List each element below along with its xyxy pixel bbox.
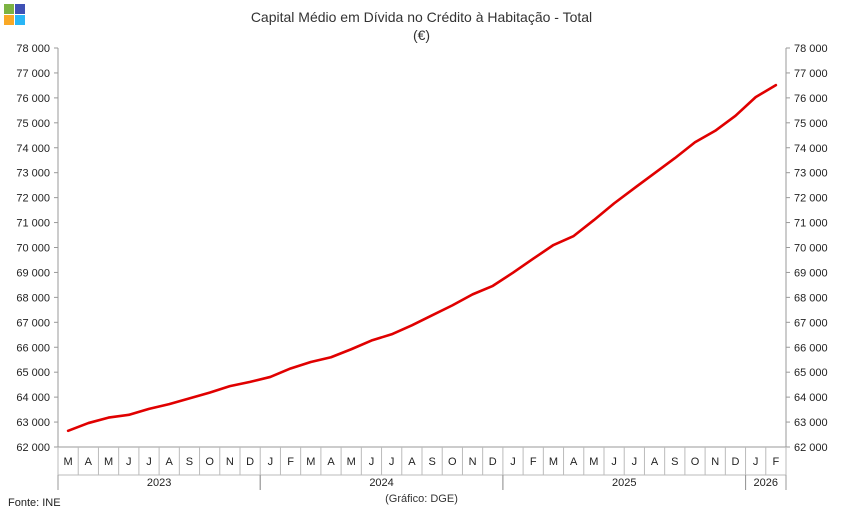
- month-label: M: [549, 456, 558, 468]
- year-label: 2026: [754, 477, 778, 489]
- month-label: F: [773, 456, 780, 468]
- month-label: S: [186, 456, 193, 468]
- month-label: J: [268, 456, 274, 468]
- month-label: A: [570, 456, 578, 468]
- y-tick-label-right: 73 000: [794, 168, 828, 180]
- month-label: A: [408, 456, 416, 468]
- y-tick-label-right: 62 000: [794, 442, 828, 454]
- y-tick-label-left: 75 000: [16, 118, 50, 130]
- chart-title: Capital Médio em Dívida no Crédito à Hab…: [250, 9, 593, 25]
- month-label: M: [306, 456, 315, 468]
- y-tick-label-left: 66 000: [16, 342, 50, 354]
- y-tick-label-left: 69 000: [16, 267, 50, 279]
- month-label: A: [85, 456, 93, 468]
- y-tick-label-left: 63 000: [16, 417, 50, 429]
- month-label: D: [246, 456, 254, 468]
- month-label: N: [226, 456, 234, 468]
- y-tick-label-right: 77 000: [794, 68, 828, 80]
- y-tick-label-right: 74 000: [794, 143, 828, 155]
- y-tick-label-right: 72 000: [794, 193, 828, 205]
- month-label: F: [530, 456, 537, 468]
- source-label: Fonte: INE: [8, 497, 61, 509]
- month-label: J: [510, 456, 516, 468]
- y-tick-label-left: 74 000: [16, 143, 50, 155]
- month-label: M: [104, 456, 113, 468]
- logo-square-green: [4, 4, 14, 14]
- month-label: J: [632, 456, 638, 468]
- month-label: A: [166, 456, 174, 468]
- y-tick-label-left: 70 000: [16, 243, 50, 255]
- series-line: [66, 83, 778, 433]
- month-label: A: [327, 456, 335, 468]
- y-tick-label-right: 68 000: [794, 292, 828, 304]
- y-tick-label-right: 71 000: [794, 218, 828, 230]
- month-label: J: [146, 456, 152, 468]
- chart-unit: (€): [412, 27, 431, 43]
- y-tick-label-left: 73 000: [16, 168, 50, 180]
- y-tick-label-right: 67 000: [794, 317, 828, 329]
- logo-square-blue: [15, 4, 25, 14]
- y-tick-label-left: 68 000: [16, 292, 50, 304]
- month-label: O: [448, 456, 457, 468]
- month-label: S: [428, 456, 435, 468]
- month-label: J: [389, 456, 395, 468]
- y-tick-label-right: 66 000: [794, 342, 828, 354]
- month-label: J: [753, 456, 759, 468]
- y-tick-label-right: 65 000: [794, 367, 828, 379]
- y-tick-label-left: 78 000: [16, 43, 50, 55]
- y-tick-label-right: 64 000: [794, 392, 828, 404]
- y-tick-label-left: 64 000: [16, 392, 50, 404]
- month-label: J: [369, 456, 375, 468]
- month-label: A: [651, 456, 659, 468]
- credit-label: (Gráfico: DGE): [385, 493, 458, 505]
- y-tick-label-left: 62 000: [16, 442, 50, 454]
- month-label: M: [64, 456, 73, 468]
- month-label: S: [671, 456, 678, 468]
- month-label: N: [711, 456, 719, 468]
- month-label: J: [126, 456, 132, 468]
- month-label: D: [489, 456, 497, 468]
- y-tick-label-right: 70 000: [794, 243, 828, 255]
- year-label: 2025: [612, 477, 636, 489]
- y-tick-label-right: 76 000: [794, 93, 828, 105]
- month-label: N: [469, 456, 477, 468]
- y-tick-label-left: 72 000: [16, 193, 50, 205]
- y-tick-label-right: 78 000: [794, 43, 828, 55]
- month-label: M: [347, 456, 356, 468]
- logo-square-cyan: [15, 15, 25, 25]
- month-label: M: [589, 456, 598, 468]
- month-label: O: [691, 456, 700, 468]
- month-label: D: [731, 456, 739, 468]
- y-tick-label-right: 75 000: [794, 118, 828, 130]
- year-label: 2023: [147, 477, 171, 489]
- y-tick-label-left: 65 000: [16, 367, 50, 379]
- month-label: F: [287, 456, 294, 468]
- y-tick-label-right: 63 000: [794, 417, 828, 429]
- month-label: J: [611, 456, 617, 468]
- y-tick-label-left: 71 000: [16, 218, 50, 230]
- y-tick-label-right: 69 000: [794, 267, 828, 279]
- y-tick-label-left: 77 000: [16, 68, 50, 80]
- y-tick-label-left: 76 000: [16, 93, 50, 105]
- logo-square-yellow: [4, 15, 14, 25]
- y-tick-label-left: 67 000: [16, 317, 50, 329]
- year-label: 2024: [369, 477, 393, 489]
- logo: [4, 4, 26, 26]
- month-label: O: [205, 456, 214, 468]
